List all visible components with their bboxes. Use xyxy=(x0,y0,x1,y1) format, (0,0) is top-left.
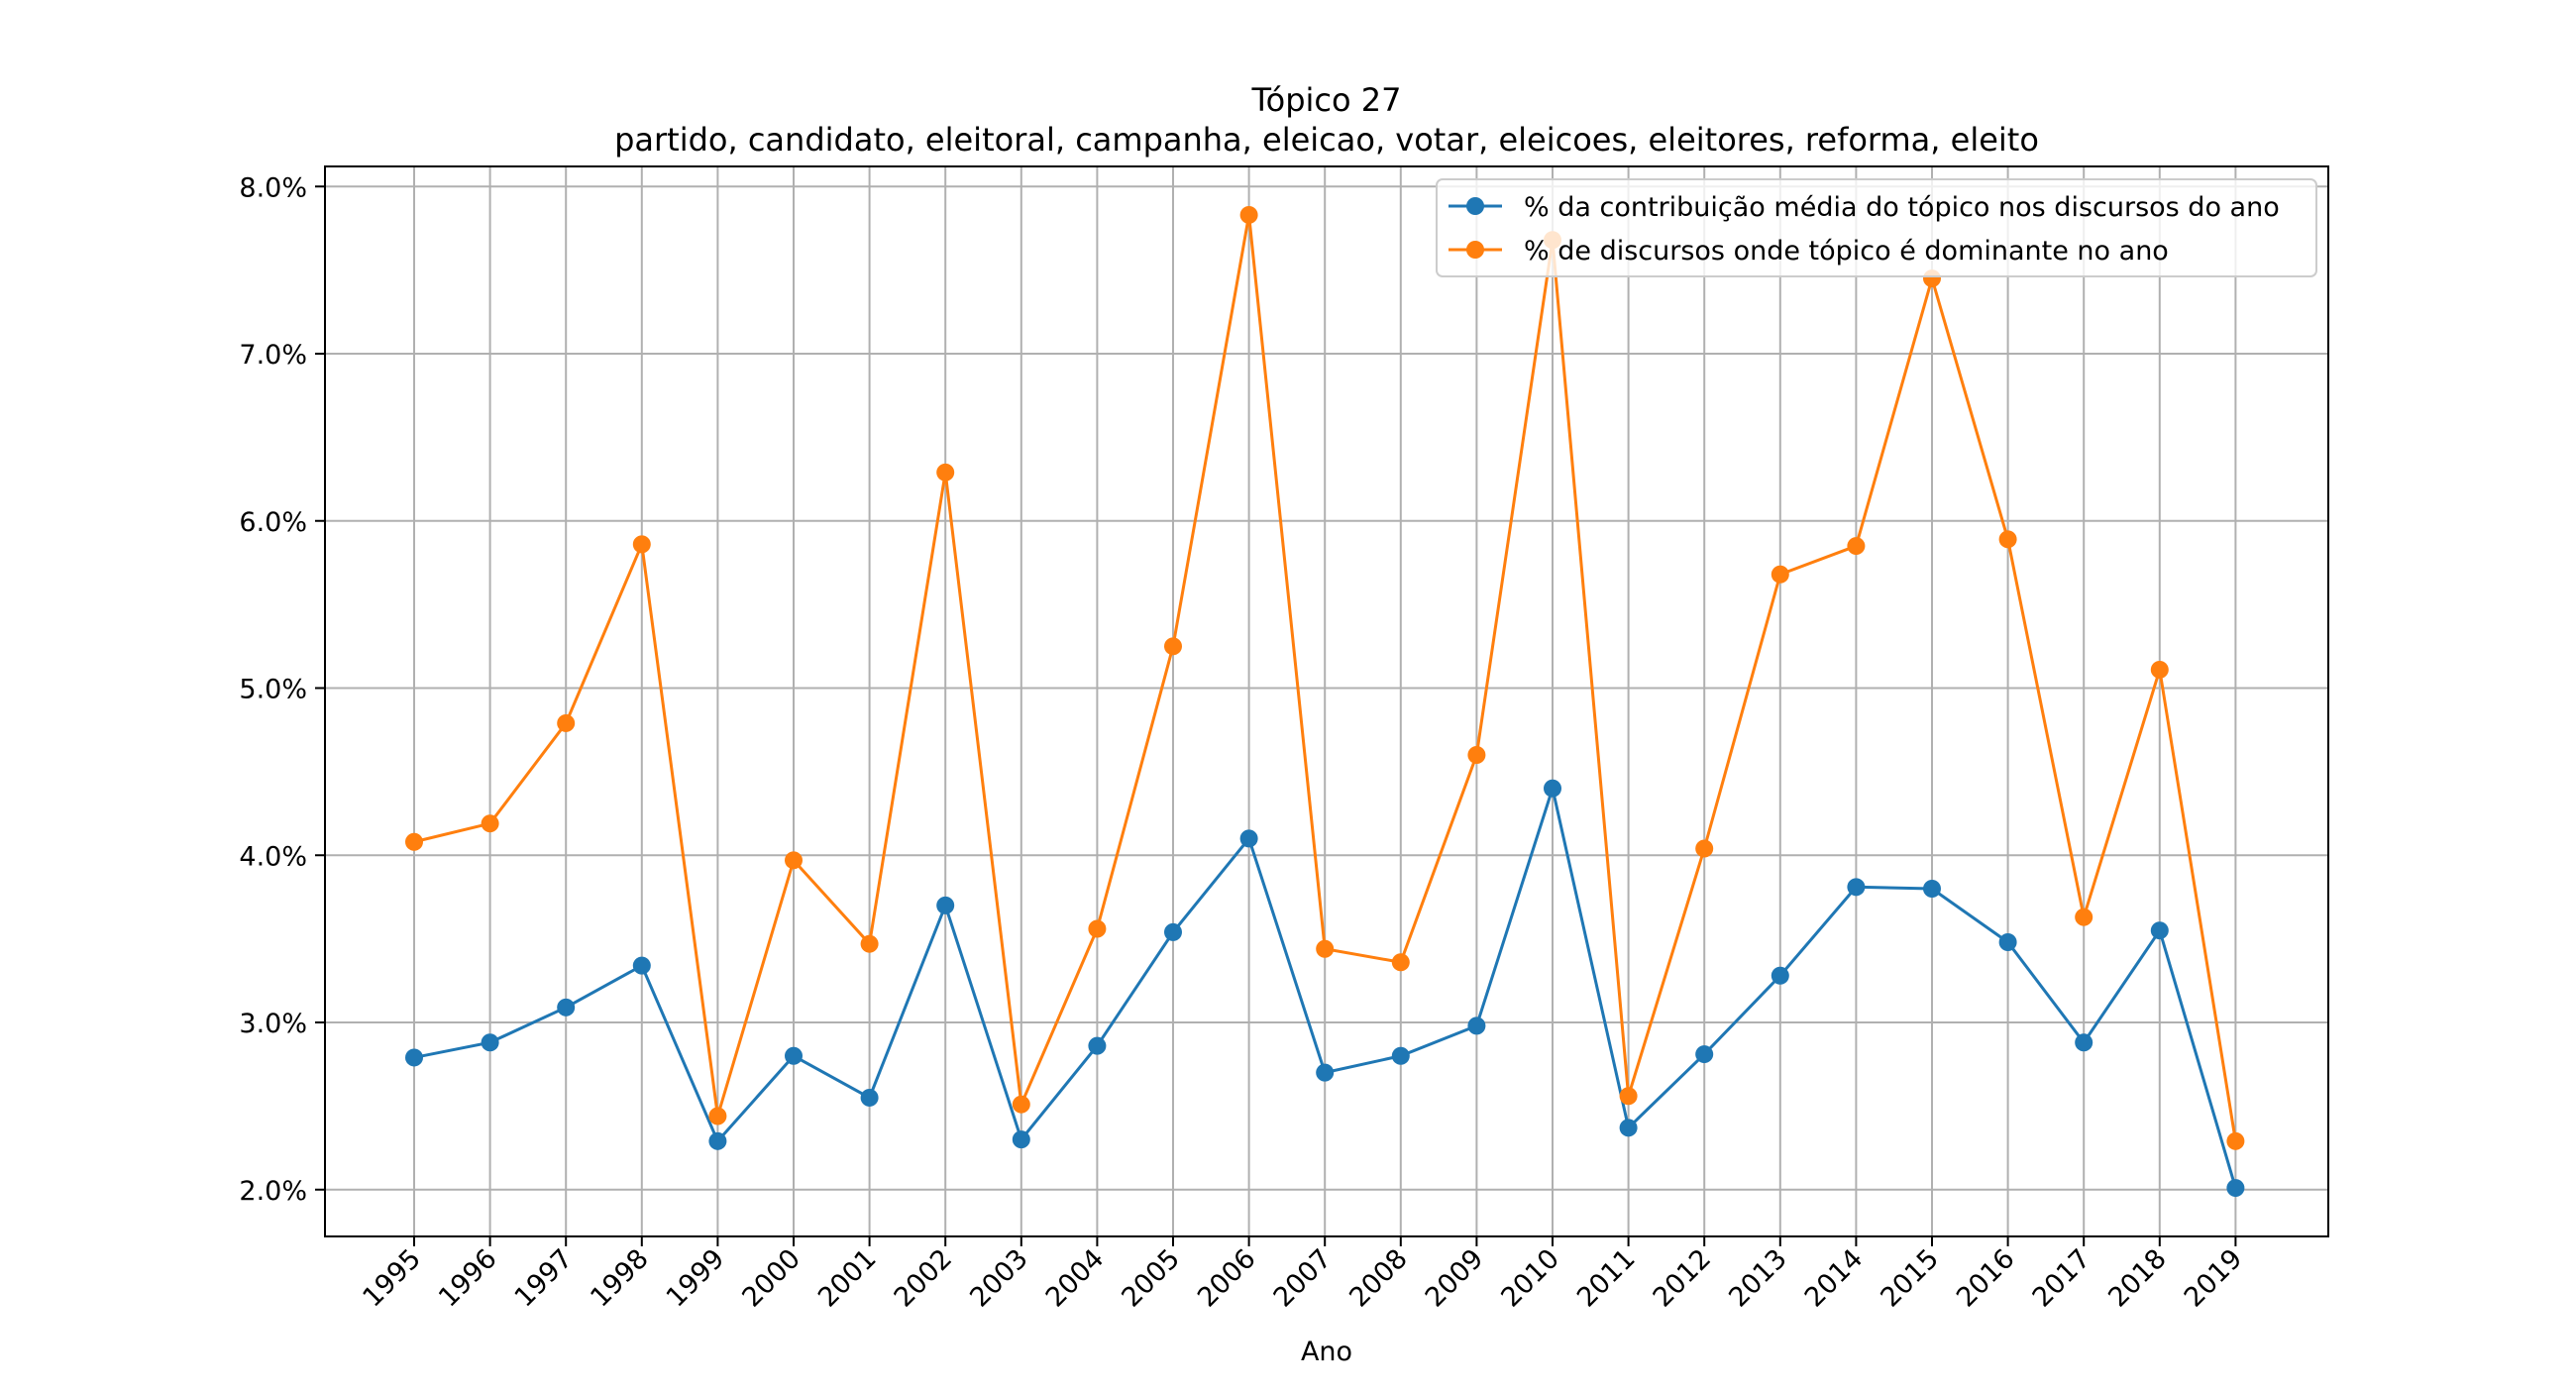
series-1-point xyxy=(860,1088,879,1107)
x-tick-label: 1998 xyxy=(585,1243,655,1314)
legend-label-2: % de discursos onde tópico é dominante n… xyxy=(1524,236,2169,267)
series-1-point xyxy=(1391,1046,1410,1065)
x-tick-label: 1995 xyxy=(357,1243,427,1314)
series-2-point xyxy=(1316,939,1335,958)
y-tick-label: 2.0% xyxy=(239,1176,307,1207)
series-1-point xyxy=(2075,1033,2093,1052)
series-2-point xyxy=(632,535,651,554)
series-2-point xyxy=(2226,1131,2245,1150)
axes: 1995 1996 1997 1998 1999 2000 2001 2002 2003 2004… xyxy=(239,172,2248,1313)
x-tick-label: 2013 xyxy=(1723,1243,1793,1314)
series-2-point xyxy=(2075,908,2093,926)
x-tick-label: 2002 xyxy=(889,1243,959,1314)
y-tick-label: 7.0% xyxy=(239,340,307,371)
x-tick-label: 2012 xyxy=(1648,1243,1718,1314)
x-tick-label: 2000 xyxy=(736,1243,806,1314)
series-1-point xyxy=(1619,1119,1638,1137)
series-2-point xyxy=(405,832,423,851)
legend-box xyxy=(1436,178,2317,277)
series-2-point xyxy=(1467,746,1486,764)
series-2-point xyxy=(1771,565,1789,584)
series-2-point xyxy=(1239,205,1258,224)
x-tick-label: 1999 xyxy=(661,1243,731,1314)
x-tick-label: 2004 xyxy=(1040,1243,1111,1314)
series-1-point xyxy=(2150,921,2169,940)
series-2-point xyxy=(481,814,499,833)
x-tick-label: 2016 xyxy=(1951,1243,2021,1314)
series-2-point xyxy=(1164,637,1182,656)
series-1-point xyxy=(1771,966,1789,985)
series-1-point xyxy=(1012,1130,1030,1149)
series-2-point xyxy=(1847,537,1866,556)
plot-frame xyxy=(324,165,2329,1237)
series-1-point xyxy=(1467,1016,1486,1035)
series-layer xyxy=(405,205,2245,1198)
x-tick-label: 2005 xyxy=(1116,1243,1186,1314)
series-2-point xyxy=(1012,1095,1030,1114)
series-1-point xyxy=(557,998,576,1016)
x-axis-label: Ano xyxy=(1301,1337,1352,1367)
series-1-point xyxy=(2226,1179,2245,1198)
series-1-point xyxy=(708,1131,727,1150)
y-tick-label: 6.0% xyxy=(239,507,307,538)
series-2-point xyxy=(1695,839,1714,858)
x-tick-label: 2003 xyxy=(964,1243,1034,1314)
series-1-point xyxy=(1239,829,1258,848)
series-2-point xyxy=(708,1107,727,1125)
series-1-point xyxy=(1544,779,1561,798)
x-tick-label: 2006 xyxy=(1192,1243,1262,1314)
series-1-point xyxy=(481,1033,499,1052)
x-tick-label: 1996 xyxy=(433,1243,503,1314)
x-tick-label: 2017 xyxy=(2027,1243,2097,1314)
series-1-point xyxy=(1923,880,1941,898)
series-1-point xyxy=(1316,1063,1335,1082)
chart-title: Tópico 27 xyxy=(1251,81,1402,119)
series-2-point xyxy=(936,463,955,482)
x-tick-label: 1997 xyxy=(509,1243,580,1314)
series-1-point xyxy=(936,896,955,914)
series-2-point xyxy=(557,713,576,732)
series-1-point xyxy=(405,1048,423,1067)
legend-label-1: % da contribuição média do tópico nos di… xyxy=(1524,192,2280,223)
x-tick-label: 2010 xyxy=(1495,1243,1565,1314)
series-2-point xyxy=(1619,1087,1638,1106)
x-tick-label: 2019 xyxy=(2179,1243,2249,1314)
x-tick-label: 2001 xyxy=(812,1243,883,1314)
series-1-point xyxy=(1164,922,1182,941)
x-tick-label: 2009 xyxy=(1420,1243,1490,1314)
series-2-point xyxy=(1088,919,1107,938)
y-tick-label: 8.0% xyxy=(239,172,307,203)
series-1-point xyxy=(1847,878,1866,897)
series-1-point xyxy=(1088,1036,1107,1055)
legend-marker-1 xyxy=(1466,197,1484,215)
legend: % da contribuição média do tópico nos di… xyxy=(1436,178,2317,277)
series-1-point xyxy=(632,956,651,975)
series-1-point xyxy=(1695,1045,1714,1064)
series-2-point xyxy=(1998,530,2017,549)
y-tick-label: 3.0% xyxy=(239,1009,307,1039)
x-tick-label: 2011 xyxy=(1571,1243,1642,1314)
legend-marker-2 xyxy=(1466,241,1484,259)
x-tick-label: 2007 xyxy=(1268,1243,1339,1314)
series-1-point xyxy=(785,1046,803,1065)
chart-subtitle: partido, candidato, eleitoral, campanha,… xyxy=(614,121,2039,159)
x-tick-label: 2018 xyxy=(2102,1243,2173,1314)
y-tick-label: 4.0% xyxy=(239,841,307,872)
series-2-point xyxy=(860,934,879,953)
series-2-point xyxy=(2150,660,2169,679)
x-tick-label: 2015 xyxy=(1875,1243,1945,1314)
y-tick-label: 5.0% xyxy=(239,675,307,705)
x-tick-label: 2008 xyxy=(1343,1243,1414,1314)
series-1-point xyxy=(1998,933,2017,951)
x-tick-label: 2014 xyxy=(1799,1243,1870,1314)
series-2-point xyxy=(1391,953,1410,972)
series-2-point xyxy=(785,851,803,870)
